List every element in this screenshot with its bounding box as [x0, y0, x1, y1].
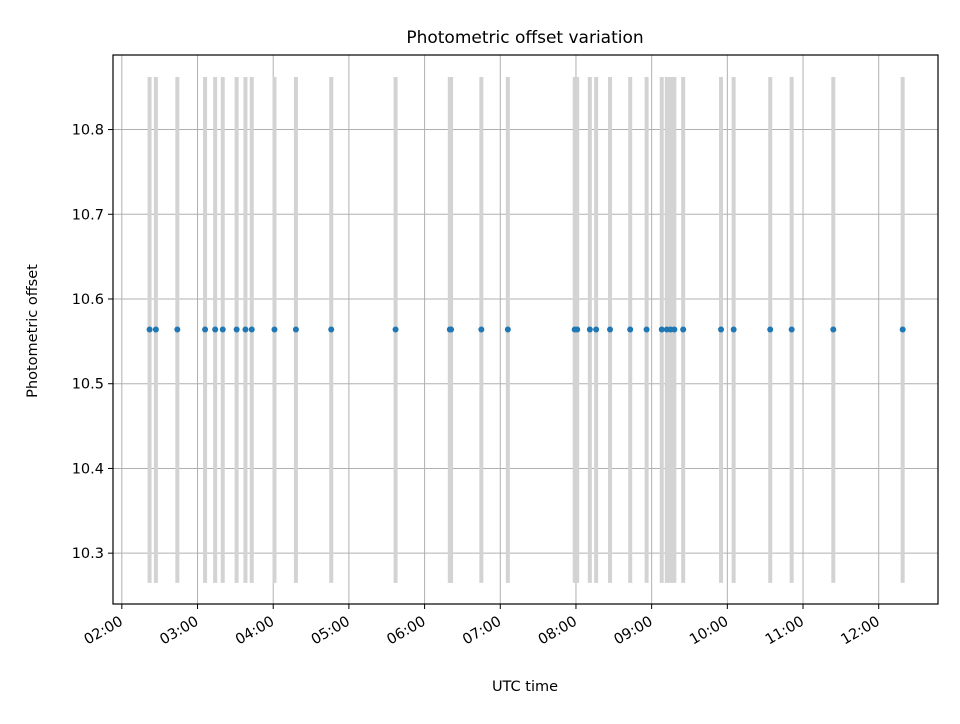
data-point [328, 326, 335, 333]
data-point [718, 326, 725, 333]
data-point [586, 326, 593, 333]
data-point [671, 326, 678, 333]
chart-title: Photometric offset variation [406, 28, 643, 48]
data-point [292, 326, 299, 333]
data-point [392, 326, 399, 333]
data-point [504, 326, 511, 333]
data-point [767, 326, 774, 333]
y-axis-label: Photometric offset [25, 264, 41, 398]
x-axis-label: UTC time [492, 679, 558, 695]
data-point [643, 326, 650, 333]
y-tick-label: 10.5 [72, 377, 104, 393]
y-tick-label: 10.6 [72, 292, 104, 308]
plot-frame [112, 54, 939, 605]
point-layer [146, 326, 906, 333]
data-point [271, 326, 278, 333]
data-point [212, 326, 219, 333]
data-point [174, 326, 181, 333]
data-point [574, 326, 581, 333]
data-point [658, 326, 665, 333]
y-tick-label: 10.3 [72, 546, 104, 562]
data-point [152, 326, 159, 333]
data-point [448, 326, 455, 333]
data-point [248, 326, 255, 333]
data-point [146, 326, 153, 333]
y-tick-label: 10.4 [72, 461, 104, 477]
data-point [478, 326, 485, 333]
data-point [830, 326, 837, 333]
data-point [899, 326, 906, 333]
data-point [680, 326, 687, 333]
y-tick-label: 10.7 [72, 207, 104, 223]
data-point [730, 326, 737, 333]
data-point [607, 326, 614, 333]
data-point [788, 326, 795, 333]
data-point [233, 326, 240, 333]
data-point [219, 326, 226, 333]
data-point [242, 326, 249, 333]
data-point [627, 326, 634, 333]
data-point [202, 326, 209, 333]
y-tick-label: 10.8 [72, 123, 104, 139]
data-point [593, 326, 600, 333]
